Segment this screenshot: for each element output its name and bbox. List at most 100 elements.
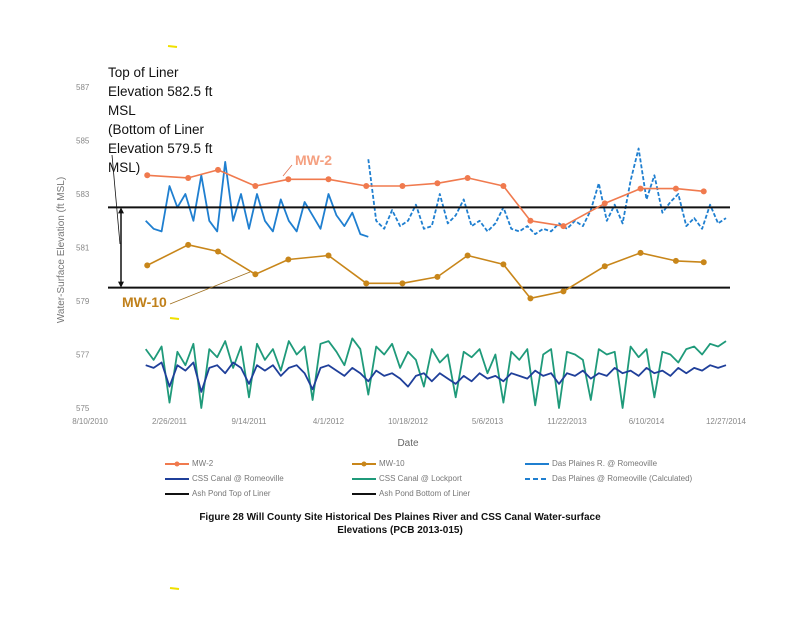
yellow-mark <box>167 45 178 48</box>
liner-text: MSL) <box>108 160 141 175</box>
data-point <box>527 295 534 302</box>
data-point <box>144 262 151 269</box>
legend-label: CSS Canal @ Romeoville <box>192 474 284 483</box>
data-point <box>601 200 608 207</box>
legend-swatch-icon <box>525 477 549 480</box>
legend-item: Das Plaines R. @ Romeoville <box>525 459 657 468</box>
y-tick-label: 585 <box>76 137 90 146</box>
y-tick-label: 581 <box>76 244 90 253</box>
figure-caption-line2: Elevations (PCB 2013-015) <box>337 525 463 536</box>
legend-label: Das Plaines R. @ Romeoville <box>552 459 658 468</box>
yellow-mark <box>169 317 180 320</box>
legend-item: MW-10 <box>352 459 405 468</box>
x-tick-label: 9/14/2011 <box>232 417 268 426</box>
figure-caption-line1: Figure 28 Will County Site Historical De… <box>199 512 601 523</box>
y-tick-label: 577 <box>76 351 90 360</box>
data-point <box>434 180 441 187</box>
arrowhead-icon <box>118 207 124 214</box>
data-point <box>500 182 507 189</box>
legend-item: CSS Canal @ Lockport <box>352 474 462 483</box>
data-point <box>672 257 679 264</box>
data-point <box>214 248 221 255</box>
data-point <box>527 217 534 224</box>
data-point <box>399 182 406 189</box>
x-tick-label: 2/26/2011 <box>152 417 188 426</box>
x-tick-label: 8/10/2010 <box>72 417 108 426</box>
arrowhead-icon <box>118 281 124 288</box>
series-line <box>145 160 369 238</box>
liner-text: (Bottom of Liner <box>108 122 205 137</box>
legend-item: MW-2 <box>165 459 213 468</box>
data-point <box>325 176 332 183</box>
legend-swatch-icon <box>352 477 376 480</box>
data-point <box>285 176 292 183</box>
data-point <box>285 256 292 263</box>
data-point <box>144 172 151 179</box>
data-point <box>185 241 192 248</box>
x-axis-title: Date <box>397 438 419 449</box>
legend-label: MW-10 <box>379 459 405 468</box>
liner-text: MSL <box>108 103 136 118</box>
legend-swatch-icon <box>525 462 549 465</box>
x-tick-label: 5/6/2013 <box>472 417 504 426</box>
legend-item: Ash Pond Top of Liner <box>165 489 271 498</box>
data-point <box>560 288 567 295</box>
y-tick-label: 583 <box>76 190 90 199</box>
x-tick-label: 4/1/2012 <box>313 417 345 426</box>
series-line <box>367 147 727 236</box>
y-tick-label: 579 <box>76 297 90 306</box>
series-line <box>145 361 727 393</box>
series-line <box>146 244 704 300</box>
x-tick-label: 12/27/2014 <box>706 417 747 426</box>
legend-swatch-icon <box>165 477 189 480</box>
legend-label: MW-2 <box>192 459 214 468</box>
legend-item: Ash Pond Bottom of Liner <box>352 489 470 498</box>
x-tick-label: 6/10/2014 <box>629 417 665 426</box>
series-line <box>144 337 727 409</box>
legend-label: Ash Pond Bottom of Liner <box>379 489 471 498</box>
data-point <box>637 249 644 256</box>
y-tick-label: 575 <box>76 404 90 413</box>
data-point <box>185 174 192 181</box>
mw10-leader-line <box>169 271 251 305</box>
y-axis-title: Water-Surface Elevation (ft MSL) <box>56 177 67 323</box>
data-point <box>434 273 441 280</box>
data-point <box>500 261 507 268</box>
liner-text: Elevation 579.5 ft <box>108 141 213 156</box>
data-point <box>464 252 471 259</box>
legend-label: Das Plaines @ Romeoville (Calculated) <box>552 474 693 483</box>
liner-annotation: Top of Liner Elevation 582.5 ft MSL (Bot… <box>108 63 248 177</box>
data-point <box>464 174 471 181</box>
data-point <box>637 185 644 192</box>
data-point <box>252 182 259 189</box>
annotation-leader-line <box>111 154 121 245</box>
legend-item: CSS Canal @ Romeoville <box>165 474 284 483</box>
data-point <box>214 166 221 173</box>
mw10-annotation: MW-10 <box>122 294 167 310</box>
data-point <box>252 271 259 278</box>
data-point <box>700 259 707 266</box>
data-point <box>700 188 707 195</box>
mw2-annotation: MW-2 <box>295 152 333 168</box>
x-tick-label: 10/18/2012 <box>388 417 429 426</box>
x-tick-label: 11/22/2013 <box>547 417 587 426</box>
legend-swatch-icon <box>352 492 376 495</box>
data-point <box>363 182 370 189</box>
legend-item: Das Plaines @ Romeoville (Calculated) <box>525 474 692 483</box>
data-point <box>672 185 679 192</box>
data-point <box>363 280 370 287</box>
mw2-leader-line <box>282 164 293 177</box>
legend-swatch-icon <box>352 461 376 466</box>
data-point <box>325 252 332 259</box>
data-point <box>560 223 567 230</box>
legend-swatch-icon <box>165 492 189 495</box>
legend-swatch-icon <box>165 461 189 466</box>
liner-text: Elevation 582.5 ft <box>108 84 213 99</box>
legend-label: CSS Canal @ Lockport <box>379 474 462 483</box>
data-point <box>601 263 608 270</box>
yellow-mark <box>169 587 180 590</box>
data-point <box>399 280 406 287</box>
y-tick-label: 587 <box>76 83 90 92</box>
